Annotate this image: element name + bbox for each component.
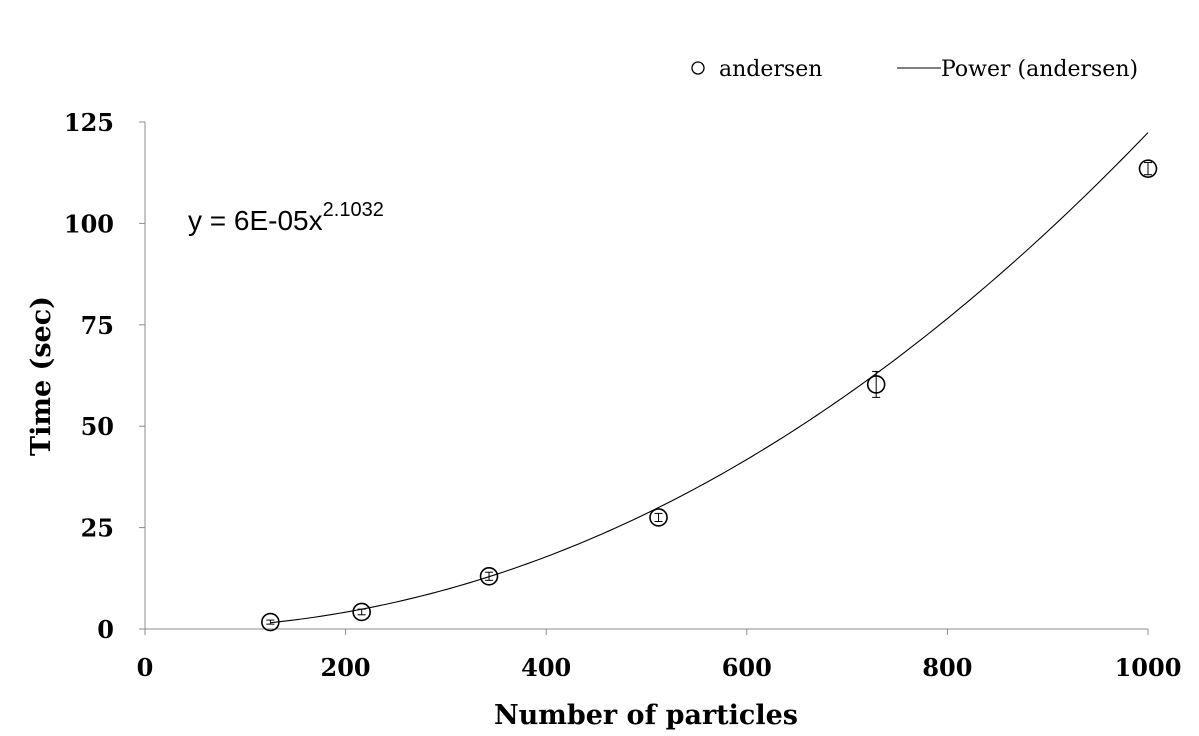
data-point [479,566,499,586]
axes [144,122,1148,630]
y-tick-label: 100 [64,209,114,238]
legend-label-power: Power (andersen) [941,57,1138,82]
x-tick-label: 800 [922,653,972,682]
y-tick-label: 25 [81,514,114,543]
y-tick-label: 50 [81,412,114,441]
equation-base: y = 6E-05x [188,205,323,236]
x-tick-label: 200 [321,653,371,682]
point-marker [1138,159,1158,178]
x-axis-ticks: 0 200 400 600 800 1000 [137,629,1182,682]
data-point [261,612,280,632]
x-tick-label: 1000 [1115,653,1182,682]
y-tick-label: 125 [64,108,114,137]
legend-marker-andersen [691,61,705,75]
y-axis-title: Time (sec) [26,296,57,456]
y-axis-ticks: 0 25 50 75 100 125 [64,108,145,644]
point-marker [479,566,499,586]
x-tick-label: 600 [722,653,772,682]
point-marker [649,508,668,527]
x-tick-label: 0 [137,653,154,682]
y-tick-label: 0 [97,615,114,644]
x-tick-label: 400 [521,653,571,682]
data-points-layer [261,159,1158,632]
data-point [1138,159,1158,178]
trendline-equation: y = 6E-05x2.1032 [188,199,384,236]
x-axis-title: Number of particles [494,700,798,731]
equation-exponent: 2.1032 [323,199,384,221]
data-point [866,370,886,398]
point-marker [352,602,371,622]
data-point [352,602,371,622]
trendline-layer [270,132,1149,624]
data-point [649,508,668,527]
point-marker [866,375,886,394]
legend-label-andersen: andersen [719,57,822,82]
legend: andersen Power (andersen) [691,57,1138,82]
trendline-path [270,132,1149,624]
y-tick-label: 75 [81,311,114,340]
point-marker [261,612,280,632]
